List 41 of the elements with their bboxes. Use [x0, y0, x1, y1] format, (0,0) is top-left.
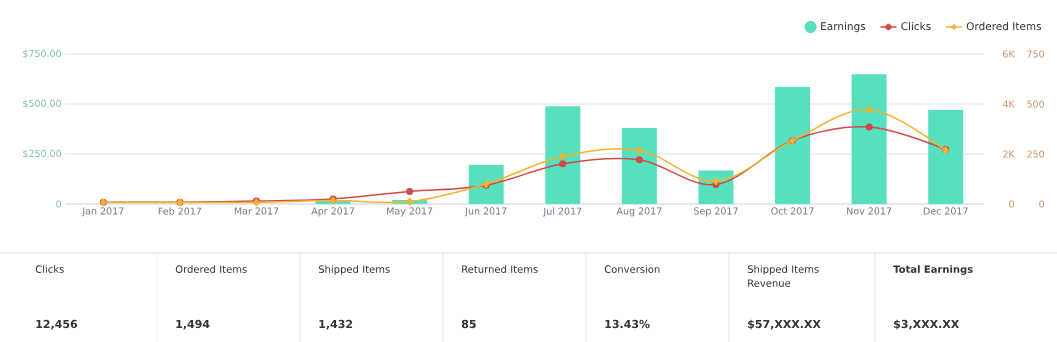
y-tick-label: $500.00 — [23, 99, 62, 109]
x-tick-label: Apr 2017 — [311, 207, 355, 217]
text: Total Earnings — [893, 265, 973, 275]
x-tick-label: Sep 2017 — [694, 207, 738, 217]
y3-tick-label: 250 — [1027, 150, 1044, 158]
y2-tick-label: 4K — [1002, 100, 1015, 108]
text: 85 — [461, 319, 476, 329]
y3-tick-label: 500 — [1027, 100, 1044, 108]
text: Shipped Items — [318, 265, 390, 275]
y2-tick-label: 6K — [1003, 50, 1015, 58]
x-tick-label: Oct 2017 — [771, 207, 814, 215]
text: Clicks — [35, 265, 64, 273]
y2-tick-label: 2K — [1003, 150, 1015, 158]
x-tick-label: May 2017 — [387, 207, 433, 217]
text: 12,456 — [36, 319, 78, 330]
x-tick-label: Jan 2017 — [81, 207, 124, 217]
text: 1,432 — [319, 319, 353, 330]
y-tick-label: $750.00 — [23, 49, 62, 59]
legend-label: Earnings — [821, 22, 866, 33]
y3-tick-label: 0 — [1039, 200, 1044, 208]
x-tick-label: Jul 2017 — [542, 207, 582, 217]
text: Shipped Items Revenue — [747, 265, 819, 287]
text: Conversion — [604, 265, 660, 273]
legend-label: Ordered Items — [966, 22, 1042, 31]
x-tick-label: Mar 2017 — [234, 207, 279, 215]
text: 13.43% — [605, 319, 650, 329]
y2-tick-label: 0 — [1009, 200, 1014, 208]
x-tick-label: Aug 2017 — [616, 207, 662, 217]
y-tick-label: $250.00 — [23, 149, 62, 159]
x-tick-label: Nov 2017 — [847, 207, 892, 215]
y3-tick-label: 750 — [1027, 50, 1044, 58]
x-tick-label: Jun 2017 — [464, 207, 507, 217]
text: 1,494 — [176, 319, 210, 330]
x-tick-label: Dec 2017 — [923, 207, 968, 215]
y-tick-label: 0 — [56, 200, 62, 208]
legend-label: Clicks — [901, 22, 931, 31]
text: $57,XXX.XX — [748, 319, 821, 330]
text: Returned Items — [462, 265, 538, 273]
text: $3,XXX.XX — [894, 319, 960, 330]
text: Ordered Items — [175, 265, 247, 273]
x-tick-label: Feb 2017 — [158, 207, 202, 215]
